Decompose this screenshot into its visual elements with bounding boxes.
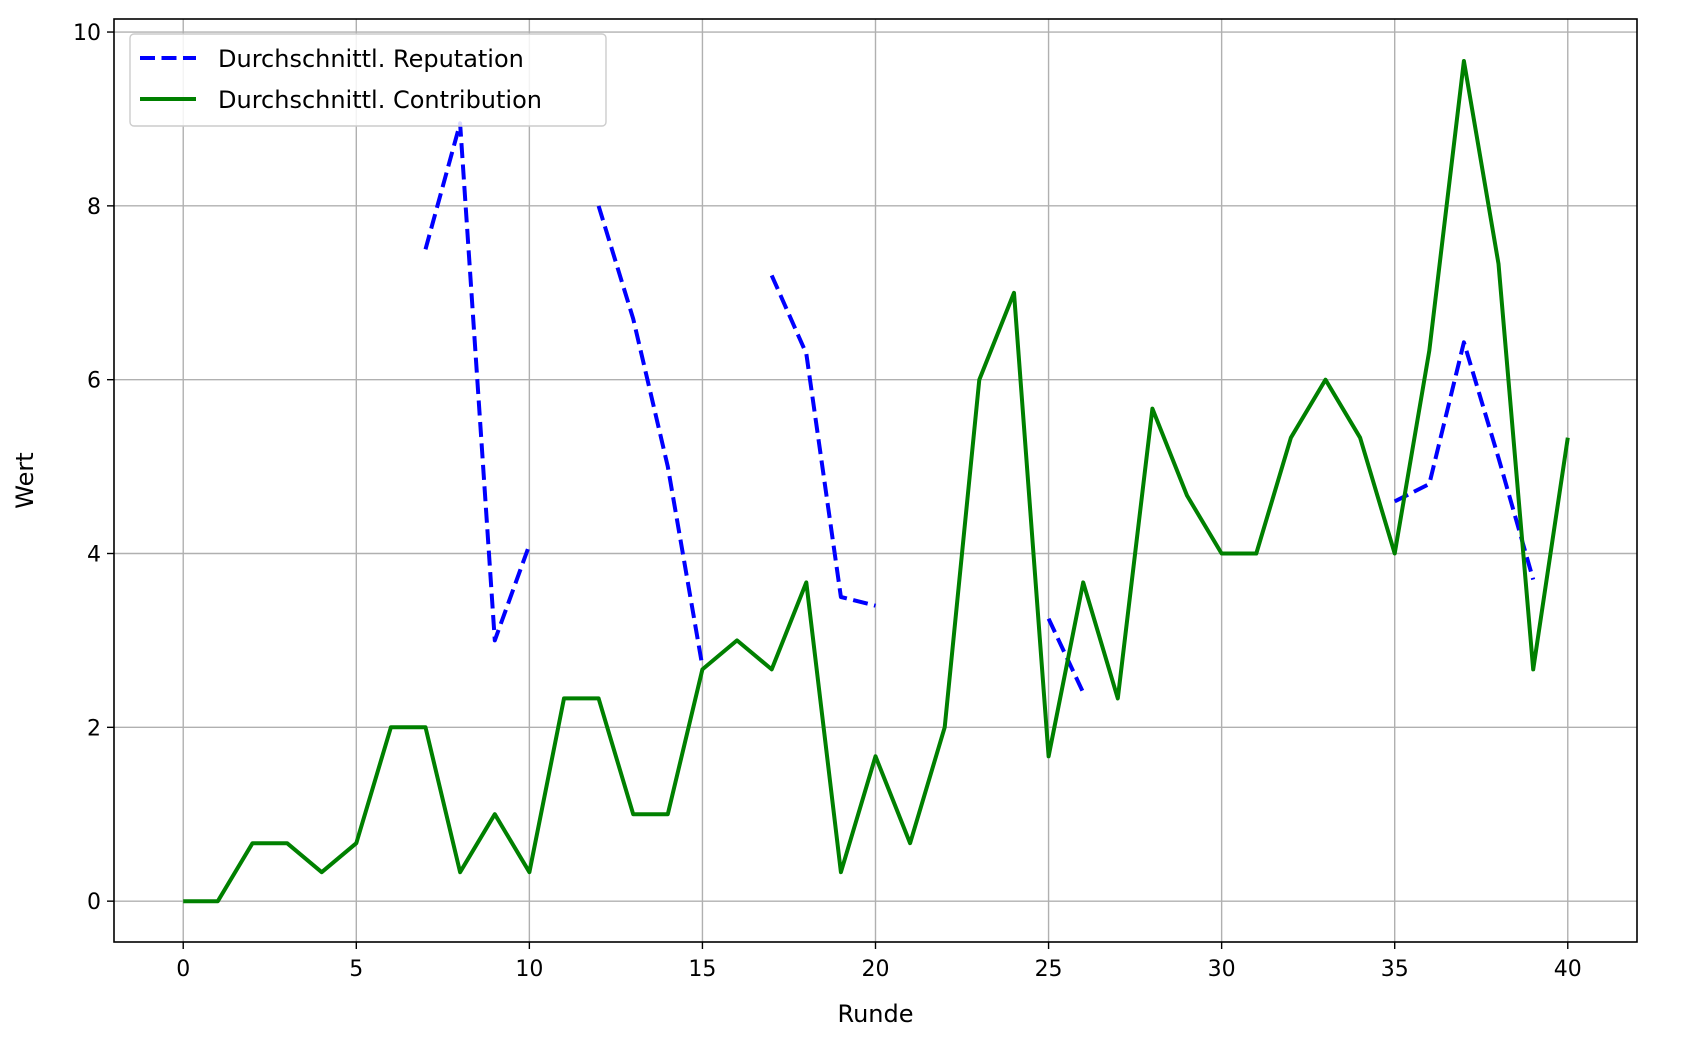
x-tick-label: 5 bbox=[349, 957, 363, 982]
x-tick-label: 35 bbox=[1381, 957, 1409, 982]
y-tick-label: 4 bbox=[87, 543, 101, 568]
y-tick-label: 0 bbox=[87, 890, 101, 915]
y-tick-label: 6 bbox=[87, 369, 101, 394]
series-line-2 bbox=[183, 59, 1570, 904]
series-line-1 bbox=[596, 205, 705, 667]
series-line-1 bbox=[423, 121, 532, 643]
legend-label-2: Durchschnittl. Contribution bbox=[218, 86, 542, 114]
x-tick-label: 20 bbox=[862, 957, 890, 982]
grid bbox=[114, 19, 1637, 942]
x-tick-label: 40 bbox=[1554, 957, 1582, 982]
x-tick-label: 30 bbox=[1208, 957, 1236, 982]
y-axis-ticks: 0 2 4 6 8 10 bbox=[73, 21, 114, 915]
series-line-1 bbox=[1046, 617, 1086, 694]
legend-label-1: Durchschnittl. Reputation bbox=[218, 45, 524, 73]
y-tick-label: 8 bbox=[87, 195, 101, 220]
legend: Durchschnittl. Reputation Durchschnittl. … bbox=[129, 33, 607, 127]
y-axis-label: Wert bbox=[11, 452, 39, 508]
series-lines bbox=[183, 59, 1570, 904]
y-tick-label: 2 bbox=[87, 716, 101, 741]
x-tick-label: 25 bbox=[1035, 957, 1063, 982]
series-line-1 bbox=[769, 274, 876, 608]
x-tick-label: 10 bbox=[515, 957, 543, 982]
series-line-1 bbox=[1393, 340, 1536, 581]
x-tick-label: 0 bbox=[176, 957, 190, 982]
y-tick-label: 10 bbox=[73, 21, 101, 46]
x-tick-label: 15 bbox=[688, 957, 716, 982]
x-axis-ticks: 0 5 10 15 20 25 30 35 40 bbox=[176, 942, 1582, 982]
x-axis-label: Runde bbox=[837, 1000, 913, 1028]
legend-box bbox=[129, 33, 607, 127]
